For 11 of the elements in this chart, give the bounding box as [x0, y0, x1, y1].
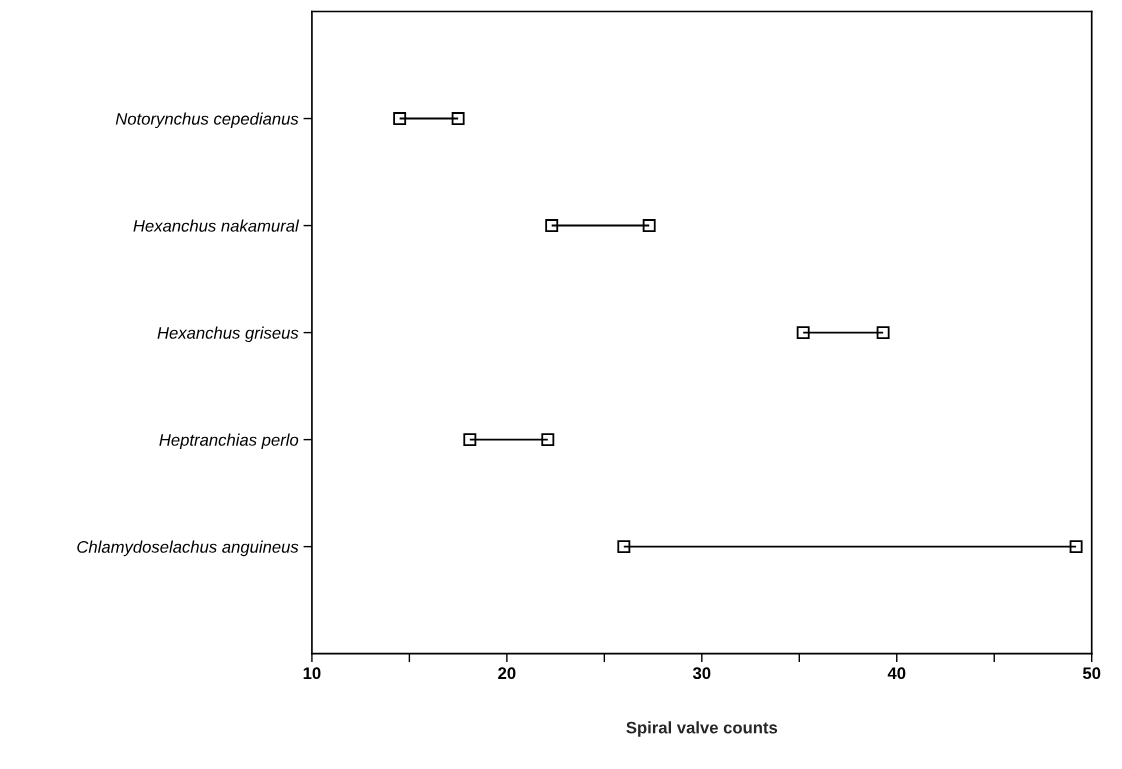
- y-tick-label: Heptranchias perlo: [159, 433, 299, 450]
- x-tick-label: 30: [692, 667, 711, 680]
- x-tick-label: 20: [498, 667, 516, 680]
- y-tick-label: Notorynchus cepedianus: [115, 112, 299, 129]
- x-tick-label: 40: [887, 667, 906, 680]
- y-tick-label: Hexanchus griseus: [157, 326, 299, 343]
- x-tick-label: 10: [303, 667, 321, 680]
- y-tick-label: Chlamydoselachus anguineus: [77, 540, 299, 557]
- y-tick-label: Hexanchus nakamural: [133, 219, 300, 232]
- x-tick-label: 50: [1082, 667, 1101, 680]
- x-axis-title: Spiral valve counts: [626, 721, 778, 737]
